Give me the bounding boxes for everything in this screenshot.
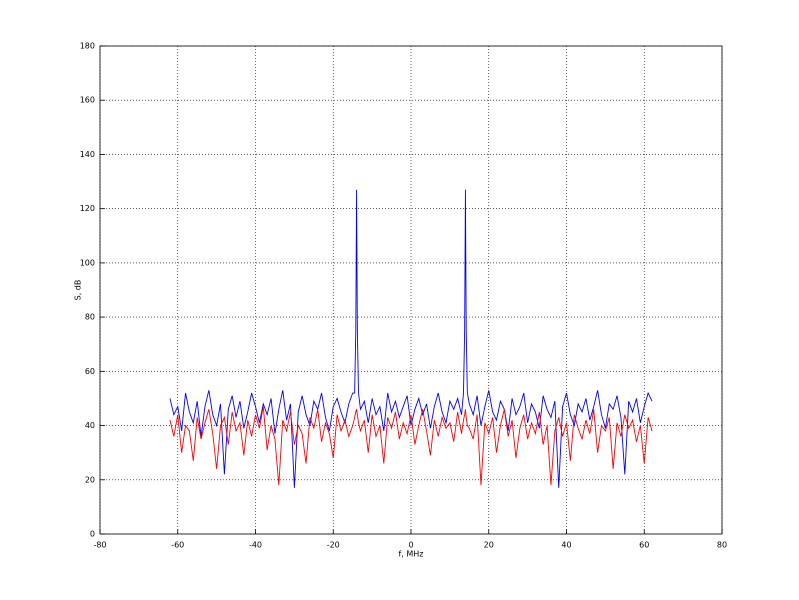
y-tick-label: 60 [85,367,95,376]
y-tick-label: 0 [90,530,95,539]
x-tick-label: -20 [327,541,340,550]
x-tick-label: 40 [561,541,571,550]
y-axis-label: S, dB [74,280,83,301]
y-tick-label: 100 [80,258,95,267]
x-tick-label: 20 [484,541,494,550]
x-tick-label: 0 [408,541,413,550]
x-tick-label: -80 [93,541,106,550]
series-line [169,189,653,488]
y-tick-label: 120 [80,204,95,213]
y-tick-label: 40 [85,421,95,430]
y-tick-label: 80 [85,313,95,322]
y-tick-label: 140 [80,150,95,159]
x-tick-label: -60 [171,541,184,550]
y-tick-label: 160 [80,96,95,105]
x-tick-label: 60 [639,541,649,550]
y-tick-label: 20 [85,475,95,484]
x-tick-label: 80 [717,541,727,550]
y-tick-label: 180 [80,42,95,51]
x-tick-label: -40 [249,541,262,550]
series-line [169,406,653,486]
x-axis-label: f, MHz [398,550,423,559]
